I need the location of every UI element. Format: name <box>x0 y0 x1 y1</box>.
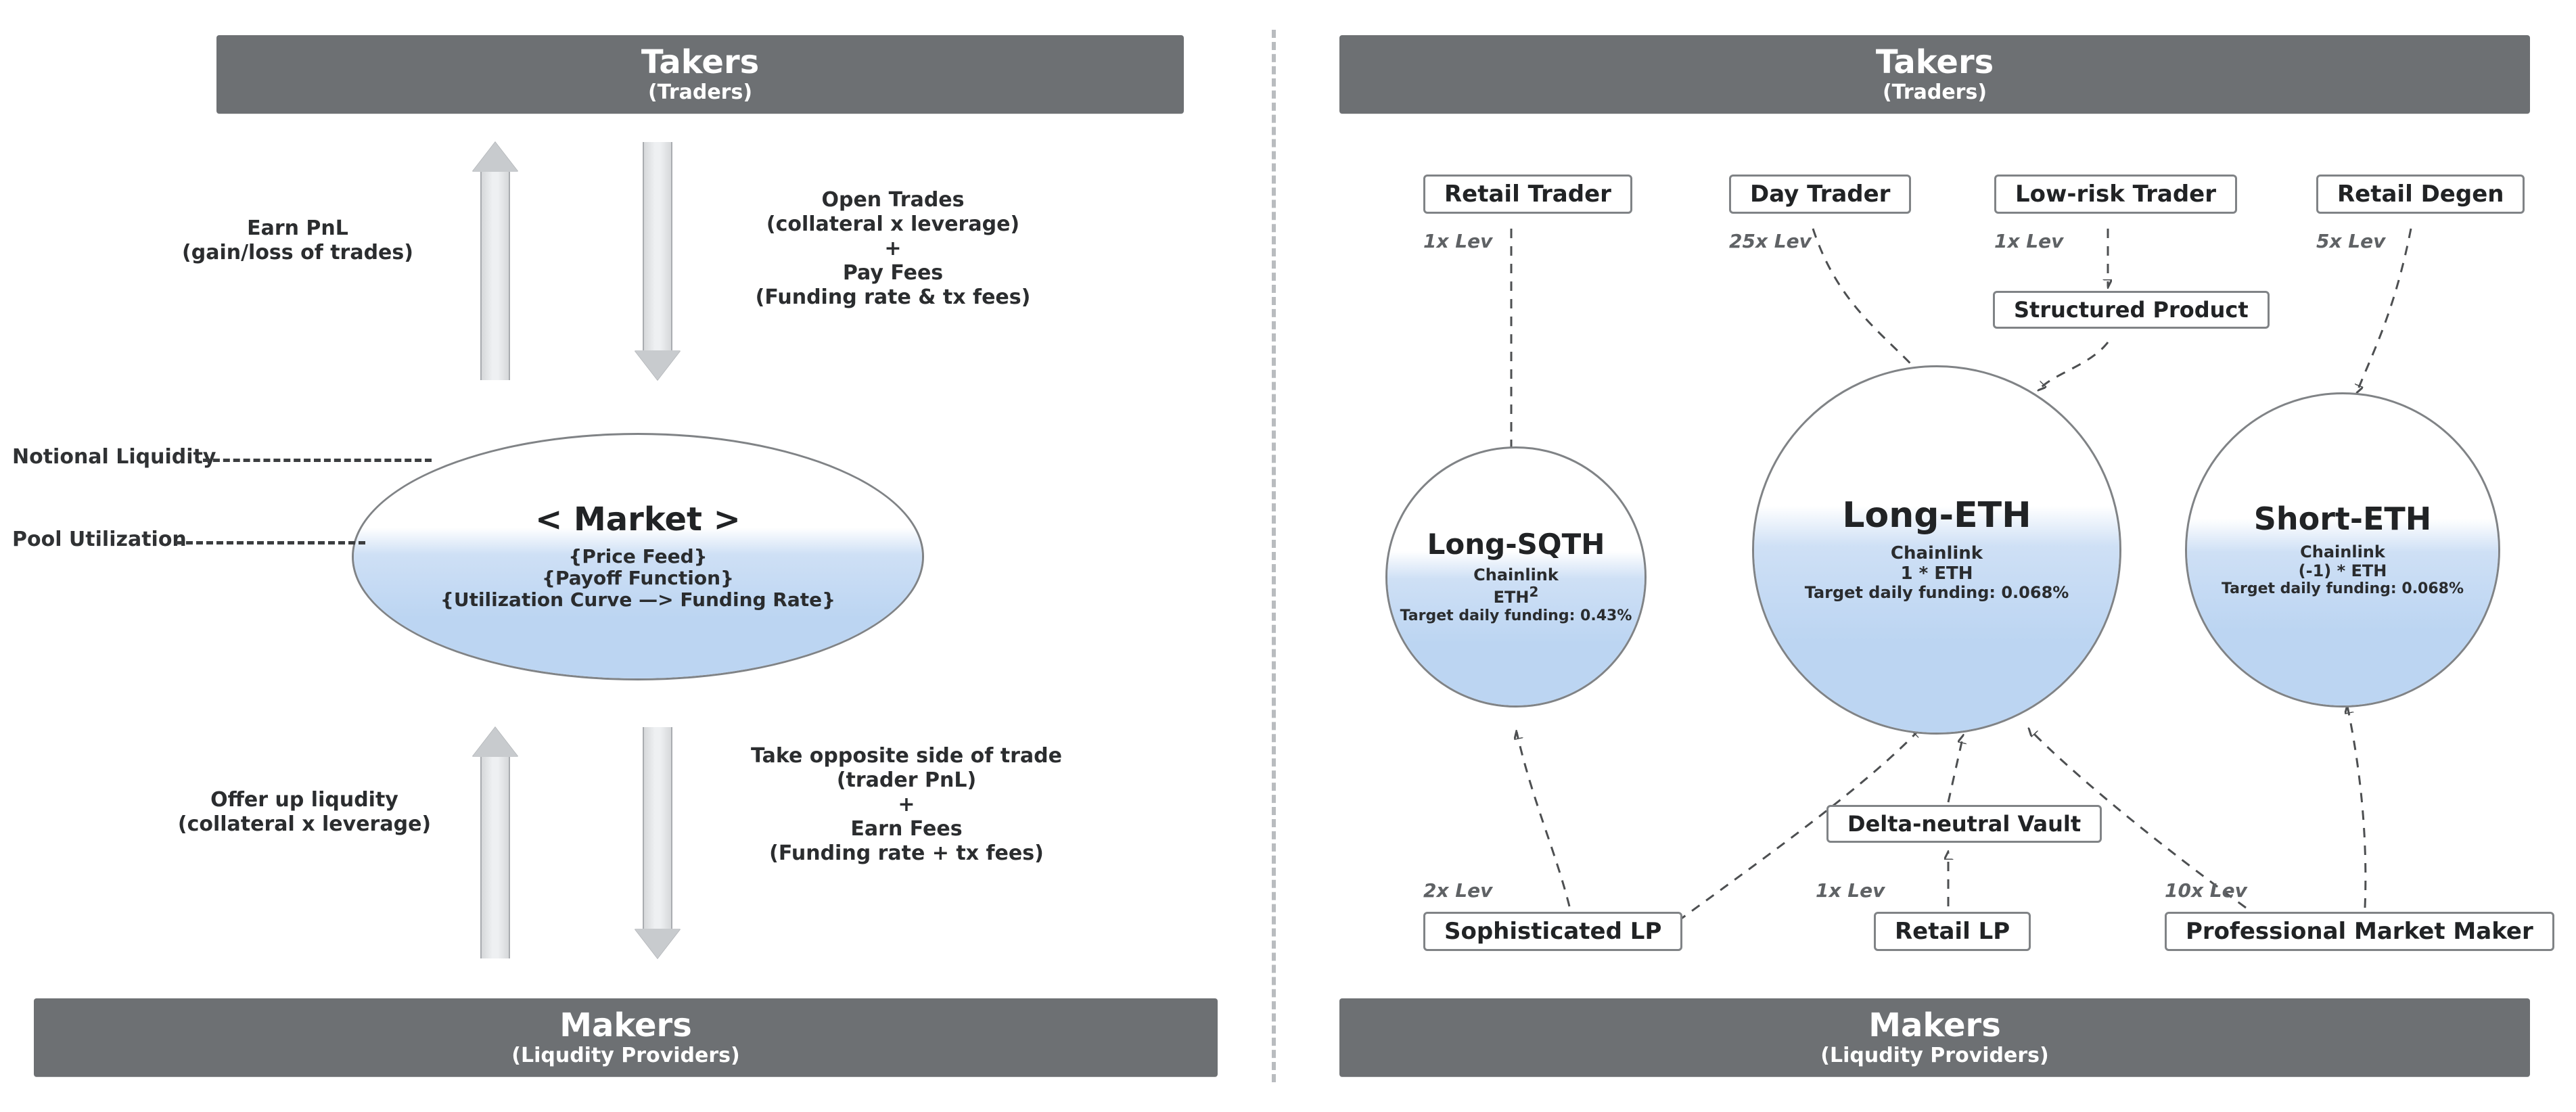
product-short-eth: Short-ETH Chainlink (-1) * ETH Target da… <box>2185 392 2500 708</box>
maker-pro-mm-lev: 10x Lev <box>2165 879 2247 902</box>
left-anno-open-trades-2: (collateral x leverage) <box>717 212 1069 237</box>
long-sqth-line2: ETH2 <box>1494 584 1539 607</box>
taker-retail-degen-label: Retail Degen <box>2337 181 2504 208</box>
left-anno-earn-pnl: Earn PnL (gain/loss of trades) <box>162 216 433 265</box>
left-anno-take-opp-5: (Funding rate + tx fees) <box>717 841 1096 866</box>
left-notional-liquidity-label: Notional Liquidity <box>12 445 216 469</box>
left-anno-take-opp: Take opposite side of trade (trader PnL)… <box>717 744 1096 866</box>
long-eth-line2: 1 * ETH <box>1900 564 1973 584</box>
left-market-line3: {Utilization Curve —> Funding Rate} <box>440 589 835 611</box>
left-anno-take-opp-4: Earn Fees <box>717 817 1096 841</box>
right-makers-sub: (Liqudity Providers) <box>1820 1044 2048 1067</box>
arrow-shaft <box>643 142 672 352</box>
left-takers-sub: (Traders) <box>648 81 752 103</box>
left-anno-offer-liq-1: Offer up liqudity <box>162 788 446 812</box>
right-takers-bar: Takers (Traders) <box>1339 35 2530 114</box>
left-anno-open-trades-4: Pay Fees <box>717 261 1069 285</box>
left-anno-open-trades-5: (Funding rate & tx fees) <box>717 285 1069 310</box>
taker-day-trader-label: Day Trader <box>1750 181 1890 208</box>
left-anno-take-opp-2: (trader PnL) <box>717 768 1096 793</box>
left-anno-offer-liq-2: (collateral x leverage) <box>162 812 446 837</box>
long-sqth-line1: Chainlink <box>1473 566 1559 585</box>
product-long-eth: Long-ETH Chainlink 1 * ETH Target daily … <box>1752 365 2121 735</box>
left-makers-sub: (Liqudity Providers) <box>511 1044 739 1067</box>
long-eth-line1: Chainlink <box>1891 544 1983 564</box>
structured-product: Structured Product <box>1993 291 2270 329</box>
left-arrow-down-1 <box>636 142 679 380</box>
taker-retail-degen: Retail Degen <box>2316 175 2525 214</box>
short-eth-title: Short-ETH <box>2254 503 2432 535</box>
left-anno-earn-pnl-2: (gain/loss of trades) <box>162 241 433 265</box>
left-arrow-down-2 <box>636 727 679 958</box>
taker-retail-trader-label: Retail Trader <box>1444 181 1611 208</box>
taker-retail-trader: Retail Trader <box>1423 175 1632 214</box>
long-eth-line3: Target daily funding: 0.068% <box>1805 584 2069 603</box>
left-makers-title: Makers <box>559 1009 692 1042</box>
taker-lowrisk-trader-lev: 1x Lev <box>1994 230 2063 252</box>
left-notional-liquidity-dash <box>203 459 432 462</box>
taker-retail-trader-lev: 1x Lev <box>1423 230 1492 252</box>
short-eth-line2: (-1) * ETH <box>2299 562 2387 581</box>
left-pool-utilization-dash <box>176 541 365 545</box>
panel-divider <box>1272 30 1276 1082</box>
arrow-down-head-icon <box>635 929 681 958</box>
maker-retail-lp: Retail LP <box>1874 912 2031 951</box>
arrow-shaft <box>480 170 510 380</box>
left-market-line1: {Price Feed} <box>568 546 707 567</box>
left-market-title: < Market > <box>535 503 741 536</box>
left-anno-take-opp-3: + <box>717 793 1096 817</box>
long-sqth-line3: Target daily funding: 0.43% <box>1400 607 1632 624</box>
short-eth-line3: Target daily funding: 0.068% <box>2222 580 2464 597</box>
left-arrow-up-1 <box>474 142 517 380</box>
maker-sophisticated-lp-label: Sophisticated LP <box>1444 918 1661 945</box>
left-anno-take-opp-1: Take opposite side of trade <box>717 744 1096 768</box>
maker-retail-lp-lev: 1x Lev <box>1816 879 1885 902</box>
maker-pro-mm-label: Professional Market Maker <box>2186 918 2533 945</box>
left-makers-bar: Makers (Liqudity Providers) <box>34 998 1218 1077</box>
taker-day-trader-lev: 25x Lev <box>1729 230 1812 252</box>
right-makers-title: Makers <box>1868 1009 2001 1042</box>
left-takers-bar: Takers (Traders) <box>216 35 1184 114</box>
arrow-shaft <box>480 756 510 958</box>
maker-pro-mm: Professional Market Maker <box>2165 912 2554 951</box>
left-pool-utilization-label: Pool Utilization <box>12 528 187 551</box>
long-sqth-title: Long-SQTH <box>1427 530 1605 559</box>
short-eth-line1: Chainlink <box>2300 543 2385 562</box>
right-takers-sub: (Traders) <box>1883 81 1987 103</box>
left-anno-open-trades: Open Trades (collateral x leverage) + Pa… <box>717 188 1069 310</box>
taker-retail-degen-lev: 5x Lev <box>2316 230 2385 252</box>
left-anno-earn-pnl-1: Earn PnL <box>162 216 433 241</box>
maker-sophisticated-lp: Sophisticated LP <box>1423 912 1682 951</box>
right-makers-bar: Makers (Liqudity Providers) <box>1339 998 2530 1077</box>
taker-day-trader: Day Trader <box>1729 175 1911 214</box>
maker-sophisticated-lp-lev: 2x Lev <box>1423 879 1492 902</box>
arrow-up-head-icon <box>472 142 518 172</box>
left-anno-open-trades-3: + <box>717 237 1069 261</box>
left-market-ellipse: < Market > {Price Feed} {Payoff Function… <box>352 433 924 680</box>
arrow-shaft <box>643 727 672 930</box>
left-arrow-up-2 <box>474 727 517 958</box>
taker-lowrisk-trader: Low-risk Trader <box>1994 175 2237 214</box>
maker-retail-lp-label: Retail LP <box>1895 918 2010 945</box>
arrow-down-head-icon <box>635 350 681 380</box>
left-anno-offer-liq: Offer up liqudity (collateral x leverage… <box>162 788 446 837</box>
long-eth-title: Long-ETH <box>1842 497 2031 534</box>
delta-neutral-vault: Delta-neutral Vault <box>1826 805 2102 843</box>
left-anno-open-trades-1: Open Trades <box>717 188 1069 212</box>
delta-neutral-vault-label: Delta-neutral Vault <box>1847 811 2081 837</box>
structured-product-label: Structured Product <box>2014 297 2249 323</box>
arrow-up-head-icon <box>472 727 518 757</box>
right-takers-title: Takers <box>1876 45 1994 79</box>
product-long-sqth: Long-SQTH Chainlink ETH2 Target daily fu… <box>1385 446 1647 708</box>
taker-lowrisk-trader-label: Low-risk Trader <box>2015 181 2216 208</box>
left-market-line2: {Payoff Function} <box>542 567 734 589</box>
left-takers-title: Takers <box>641 45 759 79</box>
